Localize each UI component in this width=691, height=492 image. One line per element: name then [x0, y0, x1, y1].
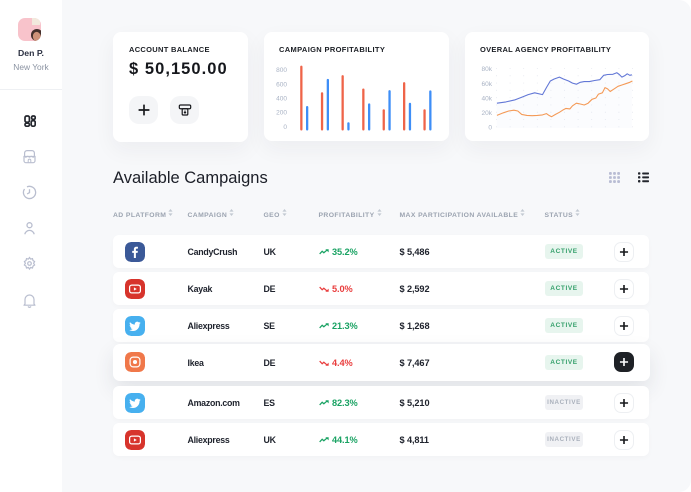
svg-text:20k: 20k [482, 110, 493, 117]
svg-text:800: 800 [276, 67, 287, 74]
svg-text:0: 0 [488, 125, 492, 132]
svg-text:600: 600 [276, 81, 287, 88]
svg-text:60k: 60k [482, 81, 493, 88]
svg-text:400: 400 [276, 96, 287, 103]
svg-text:40k: 40k [482, 95, 493, 102]
svg-text:0: 0 [283, 124, 287, 131]
svg-text:80k: 80k [482, 66, 493, 73]
svg-text:200: 200 [276, 110, 287, 117]
